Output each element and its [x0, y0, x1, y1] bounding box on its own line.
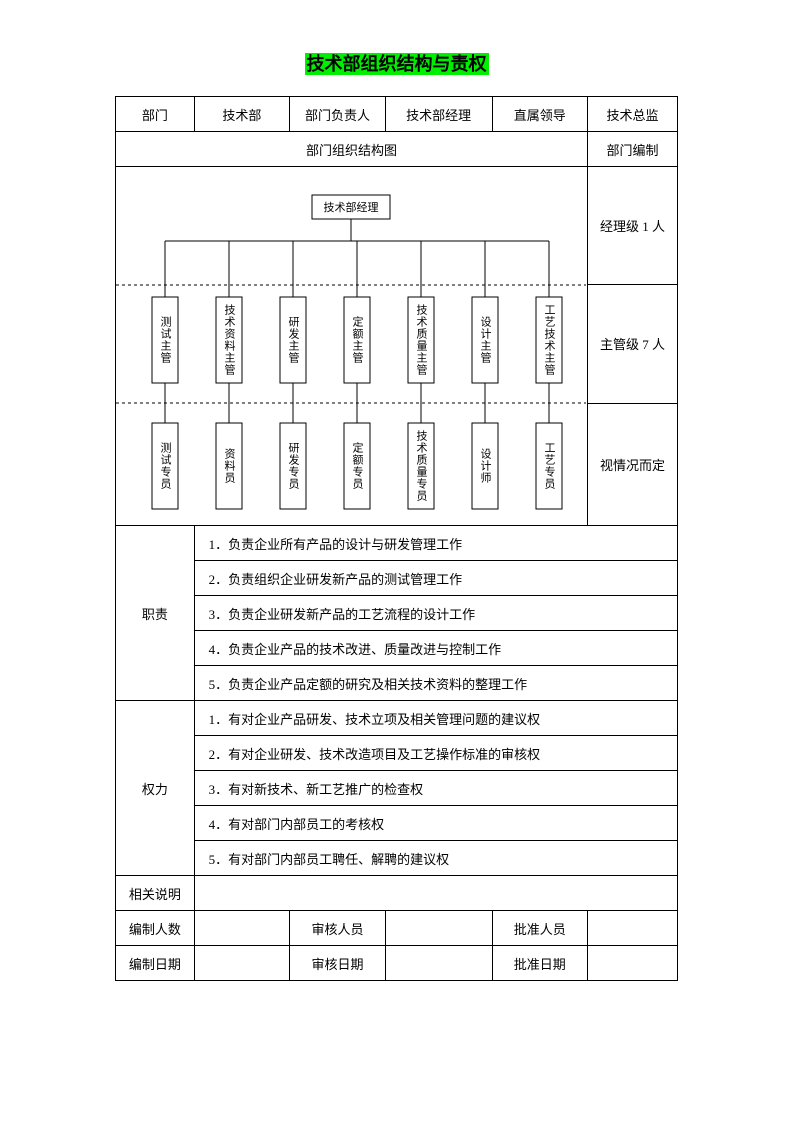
sup-5: 设计主管	[472, 299, 498, 381]
staff-3: 定额专员	[344, 425, 370, 507]
f-r1c1: 编制人数	[116, 911, 195, 946]
power-4: 4．有对部门内部员工的考核权	[194, 806, 677, 841]
f-r2c5: 批准日期	[492, 946, 588, 981]
duty-1: 1．负责企业所有产品的设计与研发管理工作	[194, 526, 677, 561]
staff-5: 设计师	[472, 425, 498, 507]
title-text: 技术部组织结构与责权	[305, 53, 489, 75]
f-r1c3: 审核人员	[290, 911, 386, 946]
sup-3: 定额主管	[344, 299, 370, 381]
hdr-c6: 技术总监	[588, 97, 678, 132]
duty-3: 3．负责企业研发新产品的工艺流程的设计工作	[194, 596, 677, 631]
f-r1c4	[385, 911, 492, 946]
main-table: 部门 技术部 部门负责人 技术部经理 直属领导 技术总监 部门组织结构图 部门编…	[115, 96, 678, 981]
hdr-c1: 部门	[116, 97, 195, 132]
hdr-c3: 部门负责人	[290, 97, 386, 132]
staff-0: 测试专员	[152, 425, 178, 507]
f-r2c2	[194, 946, 290, 981]
duty-2: 2．负责组织企业研发新产品的测试管理工作	[194, 561, 677, 596]
duty-5: 5．负责企业产品定额的研究及相关技术资料的整理工作	[194, 666, 677, 701]
page-title: 技术部组织结构与责权	[115, 50, 678, 76]
power-3: 3．有对新技术、新工艺推广的检查权	[194, 771, 677, 806]
org-right-2: 主管级 7 人	[588, 285, 678, 403]
sup-4: 技术质量主管	[408, 299, 434, 381]
f-r2c1: 编制日期	[116, 946, 195, 981]
power-5: 5．有对部门内部员工聘任、解聘的建议权	[194, 841, 677, 876]
staff-6: 工艺专员	[536, 425, 562, 507]
sup-1: 技术资料主管	[216, 299, 242, 381]
sup-0: 测试主管	[152, 299, 178, 381]
f-r1c2	[194, 911, 290, 946]
sup-6: 工艺技术主管	[536, 299, 562, 381]
f-r2c6	[588, 946, 678, 981]
duties-label: 职责	[116, 526, 195, 701]
staff-4: 技术质量专员	[408, 425, 434, 507]
org-root-text: 技术部经理	[324, 200, 379, 214]
f-r2c4	[385, 946, 492, 981]
f-r1c6	[588, 911, 678, 946]
sup-2: 研发主管	[280, 299, 306, 381]
hdr-c2: 技术部	[194, 97, 290, 132]
note-value	[194, 876, 677, 911]
org-chart-svg: 技术部经理	[116, 167, 586, 525]
hdr-c4: 技术部经理	[385, 97, 492, 132]
staff-2: 研发专员	[280, 425, 306, 507]
org-chart-cell: 技术部经理	[116, 167, 588, 526]
org-right-1: 经理级 1 人	[588, 167, 678, 285]
note-label: 相关说明	[116, 876, 195, 911]
staffing-label: 部门编制	[588, 132, 678, 167]
f-r2c3: 审核日期	[290, 946, 386, 981]
power-2: 2．有对企业研发、技术改造项目及工艺操作标准的审核权	[194, 736, 677, 771]
duty-4: 4．负责企业产品的技术改进、质量改进与控制工作	[194, 631, 677, 666]
org-right-3: 视情况而定	[588, 403, 678, 525]
supervisor-edges	[165, 241, 549, 297]
powers-label: 权力	[116, 701, 195, 876]
org-structure-label: 部门组织结构图	[116, 132, 588, 167]
power-1: 1．有对企业产品研发、技术立项及相关管理问题的建议权	[194, 701, 677, 736]
f-r1c5: 批准人员	[492, 911, 588, 946]
hdr-c5: 直属领导	[492, 97, 588, 132]
staff-1: 资料员	[216, 425, 242, 507]
